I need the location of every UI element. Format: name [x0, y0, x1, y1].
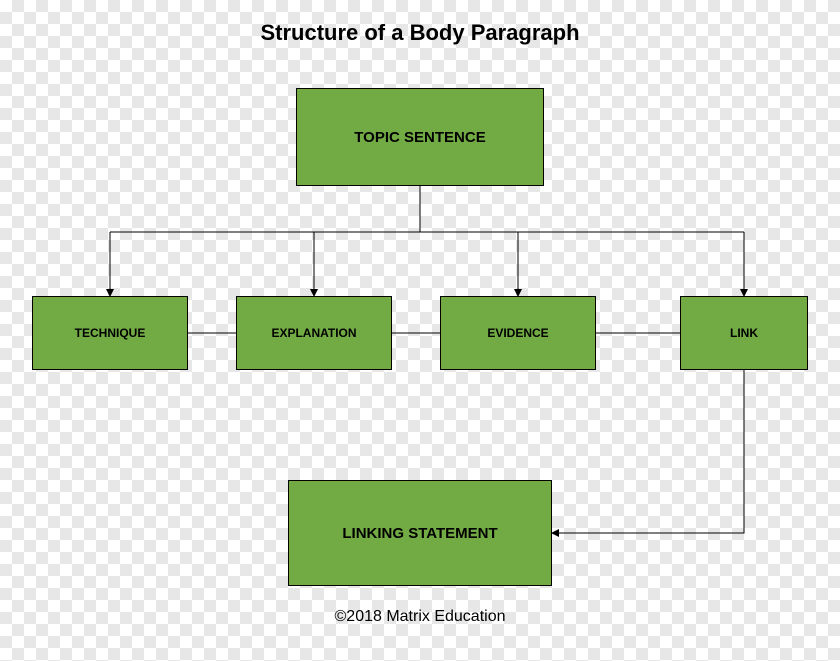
diagram-title: Structure of a Body Paragraph [0, 20, 840, 46]
edge-link-linking [554, 370, 744, 533]
copyright-text: ©2018 Matrix Education [0, 608, 840, 626]
node-evidence-label: EVIDENCE [487, 326, 548, 340]
node-link: LINK [680, 296, 808, 370]
node-linking: LINKING STATEMENT [288, 480, 552, 586]
node-technique-label: TECHNIQUE [75, 326, 146, 340]
node-topic: TOPIC SENTENCE [296, 88, 544, 186]
node-evidence: EVIDENCE [440, 296, 596, 370]
node-linking-label: LINKING STATEMENT [342, 525, 497, 542]
node-explanation-label: EXPLANATION [271, 326, 356, 340]
node-explanation: EXPLANATION [236, 296, 392, 370]
node-link-label: LINK [730, 326, 758, 340]
node-technique: TECHNIQUE [32, 296, 188, 370]
node-topic-label: TOPIC SENTENCE [354, 129, 485, 146]
